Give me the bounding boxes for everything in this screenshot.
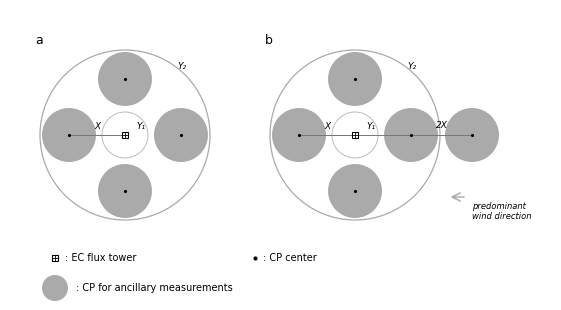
Circle shape: [154, 108, 208, 162]
Circle shape: [328, 164, 382, 218]
Text: X: X: [324, 122, 330, 131]
Circle shape: [42, 275, 68, 301]
Circle shape: [98, 164, 152, 218]
Text: a: a: [35, 34, 43, 47]
Text: 2X: 2X: [435, 121, 448, 130]
Circle shape: [272, 108, 326, 162]
Text: Y₂: Y₂: [408, 62, 417, 71]
Bar: [122, 132, 128, 138]
Text: Y₂: Y₂: [178, 62, 187, 71]
Text: : CP center: : CP center: [263, 253, 317, 263]
Bar: [52, 255, 58, 261]
Circle shape: [98, 52, 152, 106]
Bar: [352, 132, 358, 138]
Circle shape: [445, 108, 499, 162]
Text: Y₁: Y₁: [136, 122, 146, 131]
Text: predominant
wind direction: predominant wind direction: [472, 202, 531, 221]
Text: Y₁: Y₁: [366, 122, 376, 131]
Circle shape: [42, 108, 96, 162]
Text: : EC flux tower: : EC flux tower: [65, 253, 137, 263]
Text: X: X: [94, 122, 100, 131]
Circle shape: [328, 52, 382, 106]
Text: b: b: [265, 34, 273, 47]
Text: : CP for ancillary measurements: : CP for ancillary measurements: [76, 283, 233, 293]
Circle shape: [384, 108, 438, 162]
